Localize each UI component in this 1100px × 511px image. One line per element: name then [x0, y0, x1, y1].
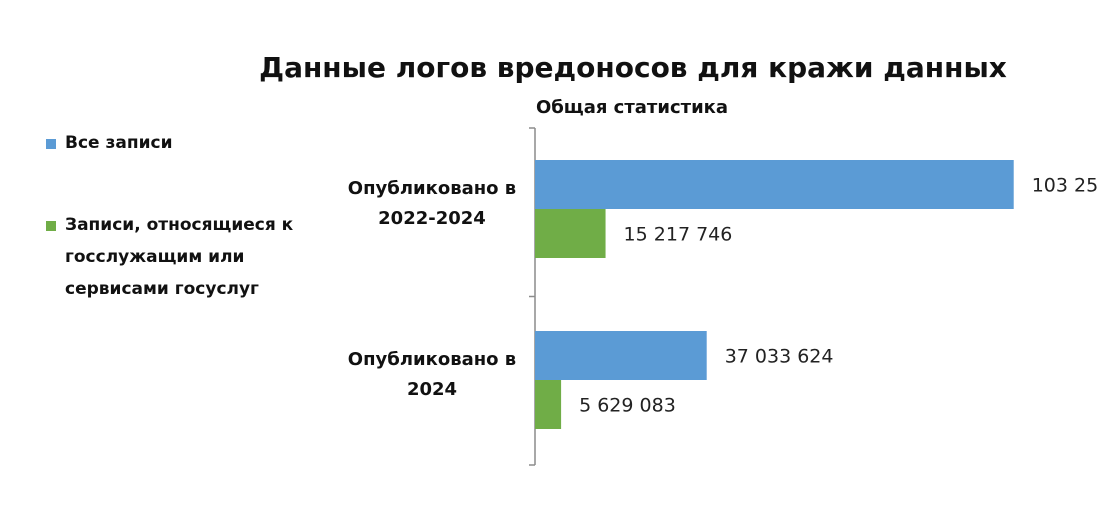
- chart-subtitle: Общая статистика: [536, 97, 728, 118]
- legend-label: Записи, относящиеся к госслужащим или серв…: [65, 215, 294, 299]
- chart-title: Данные логов вредоносов для кражи данных: [259, 51, 1007, 84]
- data-label: 15 217 746: [624, 224, 733, 246]
- data-label: 5 629 083: [579, 395, 676, 417]
- category-label: Опубликовано в 2022-2024: [348, 178, 516, 229]
- legend-swatch: [46, 221, 56, 231]
- bar-series-1-1: [535, 160, 1014, 209]
- legend-label: Все записи: [65, 133, 172, 153]
- bar-series-1-2: [535, 331, 707, 380]
- data-label: 103 251 582: [1032, 175, 1100, 197]
- legend-swatch: [46, 139, 56, 149]
- category-label: Опубликовано в 2024: [348, 349, 516, 400]
- data-label: 37 033 624: [725, 346, 834, 368]
- bar-series-2-1: [535, 209, 606, 258]
- bar-series-2-2: [535, 380, 562, 429]
